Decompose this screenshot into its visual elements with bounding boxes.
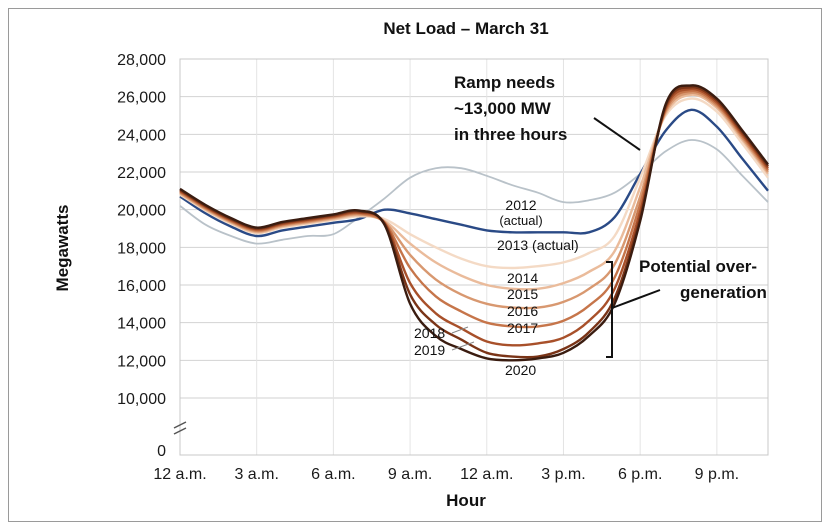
series-lines xyxy=(179,84,769,362)
chart-frame xyxy=(8,8,822,522)
label-2017: 2017 xyxy=(507,320,538,336)
label-2018: 2018 xyxy=(414,325,445,341)
label-2020: 2020 xyxy=(505,362,536,378)
overgen-line1: Potential over- xyxy=(639,257,757,276)
ramp-pointer-line xyxy=(593,117,641,151)
label-2013: 2013 (actual) xyxy=(497,237,579,253)
series-line-2013 xyxy=(179,108,769,238)
x-tick-label: 6 p.m. xyxy=(618,466,662,483)
x-tick-label: 12 a.m. xyxy=(460,466,513,483)
y-tick-label: 12,000 xyxy=(117,353,166,370)
y-tick-label: 28,000 xyxy=(117,52,166,69)
x-tick-labels: 12 a.m. 3 a.m. 6 a.m. 9 a.m. 12 a.m. 3 p.m. 6 … xyxy=(153,466,739,483)
series-line-2020 xyxy=(179,84,769,362)
axis-break-mark xyxy=(173,421,187,435)
overgen-pointer-line xyxy=(611,289,661,309)
x-tick-label: 3 p.m. xyxy=(541,466,585,483)
y-tick-label: 22,000 xyxy=(117,165,166,182)
overgen-bracket xyxy=(606,261,613,358)
label-2019: 2019 xyxy=(414,342,445,358)
y-tick-label: 20,000 xyxy=(117,203,166,220)
ramp-annotation-line3: in three hours xyxy=(454,125,567,144)
label-2019-leader xyxy=(451,341,475,351)
label-2016: 2016 xyxy=(507,303,538,319)
y-tick-label: 16,000 xyxy=(117,278,166,295)
chart-title: Net Load – March 31 xyxy=(383,19,548,38)
label-2012-actual: (actual) xyxy=(499,213,542,228)
x-tick-label: 6 a.m. xyxy=(311,466,355,483)
y-tick-label: 14,000 xyxy=(117,316,166,333)
y-tick-label: 26,000 xyxy=(117,90,166,107)
ramp-annotation-line2: ~13,000 MW xyxy=(454,99,552,118)
y-tick-label: 10,000 xyxy=(117,391,166,408)
plot-area-border xyxy=(179,58,769,456)
label-2018-leader xyxy=(451,326,469,334)
x-tick-label: 9 a.m. xyxy=(388,466,432,483)
ramp-annotation: Ramp needs ~13,000 MW in three hours xyxy=(454,73,641,151)
y-axis-break xyxy=(173,421,187,435)
grid-lines xyxy=(179,58,768,455)
x-axis-title: Hour xyxy=(446,491,486,510)
y-tick-label: 18,000 xyxy=(117,240,166,257)
overgeneration-annotation: Potential over- generation xyxy=(606,257,767,358)
x-tick-label: 9 p.m. xyxy=(695,466,739,483)
series-labels: 2012 (actual) 2013 (actual) 2014 2015 20… xyxy=(414,197,579,378)
x-tick-label: 3 a.m. xyxy=(234,466,278,483)
plot-border-rect xyxy=(179,58,769,456)
y-axis-title: Megawatts xyxy=(53,205,72,292)
y-tick-label: 0 xyxy=(157,443,166,460)
x-tick-label: 12 a.m. xyxy=(153,466,206,483)
label-2014: 2014 xyxy=(507,270,538,286)
label-2015: 2015 xyxy=(507,286,538,302)
series-line-2012 xyxy=(179,139,769,245)
ramp-annotation-line1: Ramp needs xyxy=(454,73,555,92)
y-tick-label: 24,000 xyxy=(117,127,166,144)
y-tick-labels: 28,000 26,000 24,000 22,000 20,000 18,000 16,0… xyxy=(117,52,166,460)
overgen-line2: generation xyxy=(680,283,767,302)
label-2012-year: 2012 xyxy=(505,197,536,213)
